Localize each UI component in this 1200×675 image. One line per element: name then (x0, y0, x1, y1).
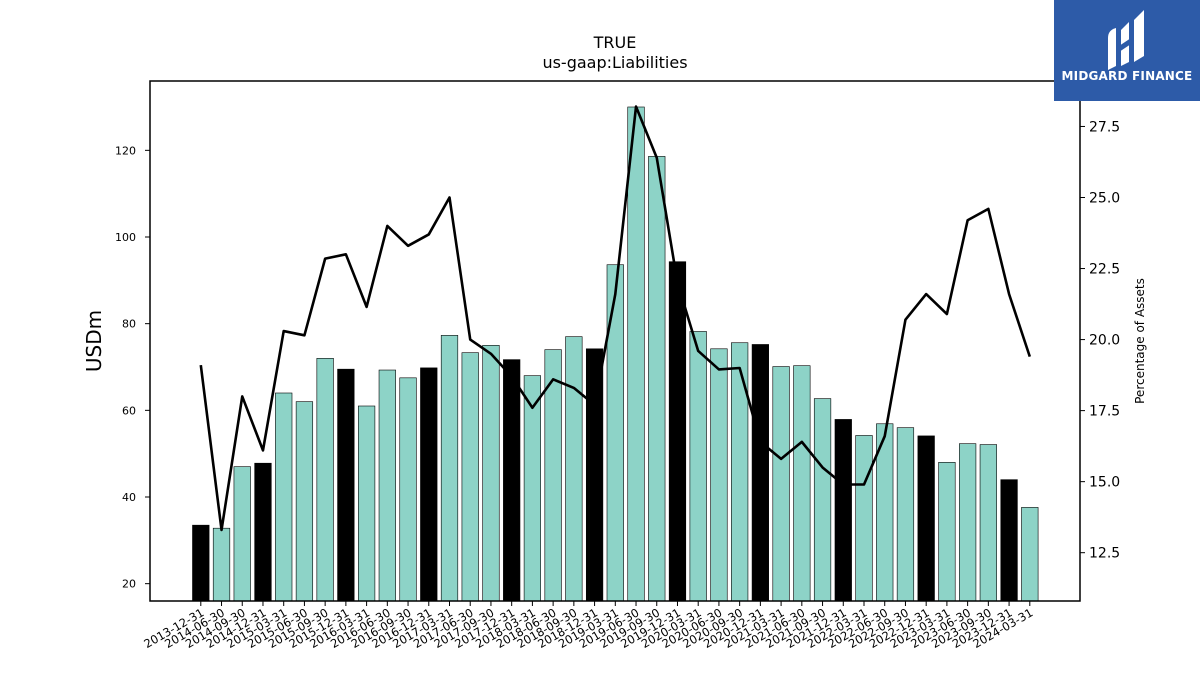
y2-tick-label: 17.5 (1089, 404, 1120, 420)
percentage-line (199, 105, 1032, 532)
y2-tick-label: 15.0 (1089, 475, 1120, 491)
bar-2016-09-30 (399, 377, 417, 602)
bar-2022-09-30 (896, 427, 915, 602)
bar-2021-12-31 (834, 419, 852, 602)
bar-2017-03-31 (440, 335, 459, 602)
y2-tick-label: 27.5 (1089, 119, 1120, 135)
bar-2021-09-30 (813, 398, 832, 602)
y2-tick-label: 25.0 (1089, 191, 1120, 207)
bar-2015-12-31 (337, 368, 355, 602)
bars-group (192, 106, 1039, 602)
bar-2023-03-31 (938, 462, 956, 602)
y2-tick-label: 12.5 (1089, 546, 1120, 562)
y-tick-label: 40 (122, 491, 136, 504)
bar-2014-06-30 (212, 527, 231, 602)
bar-2022-03-31 (855, 435, 873, 602)
bar-2020-12-31 (751, 344, 769, 602)
line-group (199, 105, 1032, 532)
bar-2016-06-30 (378, 369, 396, 602)
bar-2021-06-30 (793, 365, 811, 602)
bar-2014-09-30 (233, 466, 251, 602)
bar-2014-12-31 (254, 462, 272, 602)
bar-2015-06-30 (295, 401, 314, 602)
bar-2019-03-31 (606, 264, 624, 602)
bar-2018-12-31 (585, 348, 604, 602)
bar-2016-12-31 (420, 367, 438, 602)
y2-tick-label: 22.5 (1089, 262, 1120, 278)
bar-2015-03-31 (275, 392, 293, 602)
brand-logo: MIDGARD FINANCE (1054, 0, 1200, 101)
bar-2015-09-30 (316, 358, 334, 602)
bar-2019-12-31 (668, 261, 687, 602)
bar-2020-06-30 (710, 348, 728, 602)
bar-2020-03-31 (689, 331, 707, 602)
bar-2018-03-31 (523, 375, 541, 602)
y2-axis-label: Percentage of Assets (1133, 278, 1147, 404)
bar-2020-09-30 (731, 342, 749, 602)
bar-2023-06-30 (959, 443, 977, 602)
logo-text: MIDGARD FINANCE (1061, 69, 1193, 83)
chart-title: TRUE (593, 33, 637, 52)
bar-2023-09-30 (979, 444, 997, 602)
bar-2021-03-31 (772, 366, 790, 602)
y-axis-label: USDm (82, 310, 106, 372)
bar-2019-06-30 (627, 106, 645, 602)
bar-2023-12-31 (1000, 479, 1018, 602)
y-tick-label: 80 (122, 318, 136, 331)
bar-2017-06-30 (461, 352, 479, 602)
y2-tick-label: 20.0 (1089, 333, 1120, 349)
y-tick-label: 20 (122, 578, 136, 591)
bar-2024-03-31 (1021, 507, 1039, 602)
bar-2019-09-30 (648, 156, 666, 602)
bar-2018-09-30 (565, 336, 583, 602)
left-axis: 20 40 60 80 100 120 (115, 144, 150, 591)
right-axis: 12.5 15.0 17.5 20.0 22.5 25.0 27.5 (1080, 119, 1120, 562)
y-tick-label: 100 (115, 231, 136, 244)
bar-2016-03-31 (357, 405, 376, 602)
logo-mark-icon (1108, 10, 1144, 70)
bar-2013-12-31 (192, 524, 210, 602)
y-tick-label: 60 (122, 404, 136, 417)
x-axis: 2013-12-312014-06-302014-09-302014-12-31… (141, 601, 1035, 651)
bar-2017-09-30 (482, 345, 500, 602)
y-tick-label: 120 (115, 144, 136, 157)
chart-subtitle: us-gaap:Liabilities (542, 53, 687, 72)
bar-2022-12-31 (917, 435, 935, 602)
bar-2017-12-31 (503, 359, 521, 602)
